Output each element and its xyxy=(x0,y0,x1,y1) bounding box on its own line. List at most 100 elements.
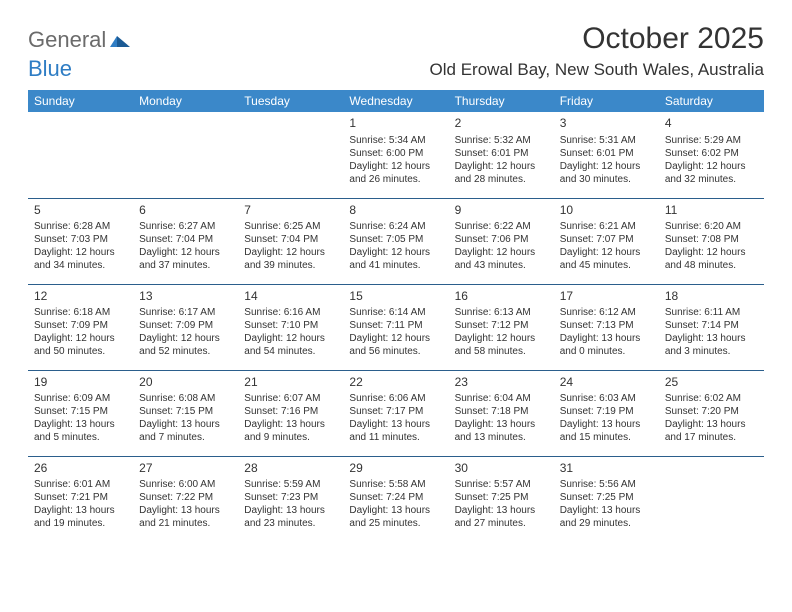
day-number: 3 xyxy=(560,116,653,132)
sunset-line: Sunset: 6:00 PM xyxy=(349,147,442,160)
calendar-day-cell: 25Sunrise: 6:02 AMSunset: 7:20 PMDayligh… xyxy=(659,370,764,456)
day-number: 13 xyxy=(139,289,232,305)
sunset-line: Sunset: 7:13 PM xyxy=(560,319,653,332)
calendar-day-cell: 10Sunrise: 6:21 AMSunset: 7:07 PMDayligh… xyxy=(554,198,659,284)
day-number: 16 xyxy=(455,289,548,305)
sunrise-line: Sunrise: 6:14 AM xyxy=(349,306,442,319)
calendar-day-cell: 6Sunrise: 6:27 AMSunset: 7:04 PMDaylight… xyxy=(133,198,238,284)
daylight-line: Daylight: 13 hours and 5 minutes. xyxy=(34,418,127,444)
header: GeneralBlue October 2025 Old Erowal Bay,… xyxy=(28,22,764,80)
day-number: 15 xyxy=(349,289,442,305)
calendar-day-cell: 21Sunrise: 6:07 AMSunset: 7:16 PMDayligh… xyxy=(238,370,343,456)
calendar-header-row: Sunday Monday Tuesday Wednesday Thursday… xyxy=(28,90,764,112)
month-title: October 2025 xyxy=(430,22,764,56)
day-number: 4 xyxy=(665,116,758,132)
calendar-table: Sunday Monday Tuesday Wednesday Thursday… xyxy=(28,90,764,542)
daylight-line: Daylight: 13 hours and 21 minutes. xyxy=(139,504,232,530)
day-number: 6 xyxy=(139,203,232,219)
calendar-day-cell: 28Sunrise: 5:59 AMSunset: 7:23 PMDayligh… xyxy=(238,456,343,542)
sunrise-line: Sunrise: 6:24 AM xyxy=(349,220,442,233)
day-number: 22 xyxy=(349,375,442,391)
day-header: Wednesday xyxy=(343,90,448,112)
daylight-line: Daylight: 13 hours and 27 minutes. xyxy=(455,504,548,530)
calendar-day-cell: 3Sunrise: 5:31 AMSunset: 6:01 PMDaylight… xyxy=(554,112,659,198)
day-number: 27 xyxy=(139,461,232,477)
daylight-line: Daylight: 12 hours and 58 minutes. xyxy=(455,332,548,358)
daylight-line: Daylight: 13 hours and 3 minutes. xyxy=(665,332,758,358)
day-header: Tuesday xyxy=(238,90,343,112)
sunset-line: Sunset: 7:05 PM xyxy=(349,233,442,246)
day-number: 28 xyxy=(244,461,337,477)
daylight-line: Daylight: 12 hours and 54 minutes. xyxy=(244,332,337,358)
day-header: Thursday xyxy=(449,90,554,112)
calendar-day-cell xyxy=(133,112,238,198)
sunset-line: Sunset: 7:09 PM xyxy=(34,319,127,332)
day-number: 5 xyxy=(34,203,127,219)
calendar-day-cell: 19Sunrise: 6:09 AMSunset: 7:15 PMDayligh… xyxy=(28,370,133,456)
day-number: 20 xyxy=(139,375,232,391)
daylight-line: Daylight: 12 hours and 48 minutes. xyxy=(665,246,758,272)
daylight-line: Daylight: 12 hours and 34 minutes. xyxy=(34,246,127,272)
day-number: 11 xyxy=(665,203,758,219)
sunset-line: Sunset: 7:07 PM xyxy=(560,233,653,246)
sunrise-line: Sunrise: 6:17 AM xyxy=(139,306,232,319)
sunset-line: Sunset: 7:10 PM xyxy=(244,319,337,332)
day-number: 29 xyxy=(349,461,442,477)
sunset-line: Sunset: 7:08 PM xyxy=(665,233,758,246)
calendar-day-cell: 17Sunrise: 6:12 AMSunset: 7:13 PMDayligh… xyxy=(554,284,659,370)
day-number: 21 xyxy=(244,375,337,391)
day-number: 8 xyxy=(349,203,442,219)
calendar-day-cell xyxy=(238,112,343,198)
sunrise-line: Sunrise: 5:31 AM xyxy=(560,134,653,147)
daylight-line: Daylight: 13 hours and 11 minutes. xyxy=(349,418,442,444)
day-number: 1 xyxy=(349,116,442,132)
calendar-day-cell: 18Sunrise: 6:11 AMSunset: 7:14 PMDayligh… xyxy=(659,284,764,370)
sunrise-line: Sunrise: 6:18 AM xyxy=(34,306,127,319)
calendar-day-cell: 13Sunrise: 6:17 AMSunset: 7:09 PMDayligh… xyxy=(133,284,238,370)
calendar-page: GeneralBlue October 2025 Old Erowal Bay,… xyxy=(0,0,792,542)
day-header: Friday xyxy=(554,90,659,112)
day-number: 23 xyxy=(455,375,548,391)
sunrise-line: Sunrise: 6:22 AM xyxy=(455,220,548,233)
sunset-line: Sunset: 7:19 PM xyxy=(560,405,653,418)
sunset-line: Sunset: 7:15 PM xyxy=(139,405,232,418)
daylight-line: Daylight: 12 hours and 39 minutes. xyxy=(244,246,337,272)
calendar-day-cell: 16Sunrise: 6:13 AMSunset: 7:12 PMDayligh… xyxy=(449,284,554,370)
sunrise-line: Sunrise: 6:13 AM xyxy=(455,306,548,319)
sunrise-line: Sunrise: 6:00 AM xyxy=(139,478,232,491)
day-number: 10 xyxy=(560,203,653,219)
daylight-line: Daylight: 13 hours and 0 minutes. xyxy=(560,332,653,358)
day-number: 31 xyxy=(560,461,653,477)
calendar-week-row: 19Sunrise: 6:09 AMSunset: 7:15 PMDayligh… xyxy=(28,370,764,456)
sunrise-line: Sunrise: 6:09 AM xyxy=(34,392,127,405)
daylight-line: Daylight: 13 hours and 23 minutes. xyxy=(244,504,337,530)
calendar-day-cell: 9Sunrise: 6:22 AMSunset: 7:06 PMDaylight… xyxy=(449,198,554,284)
day-number: 25 xyxy=(665,375,758,391)
sunset-line: Sunset: 7:11 PM xyxy=(349,319,442,332)
day-number: 2 xyxy=(455,116,548,132)
daylight-line: Daylight: 13 hours and 29 minutes. xyxy=(560,504,653,530)
sunset-line: Sunset: 7:20 PM xyxy=(665,405,758,418)
calendar-day-cell: 2Sunrise: 5:32 AMSunset: 6:01 PMDaylight… xyxy=(449,112,554,198)
day-number: 24 xyxy=(560,375,653,391)
daylight-line: Daylight: 12 hours and 41 minutes. xyxy=(349,246,442,272)
sunrise-line: Sunrise: 6:16 AM xyxy=(244,306,337,319)
daylight-line: Daylight: 13 hours and 15 minutes. xyxy=(560,418,653,444)
daylight-line: Daylight: 13 hours and 17 minutes. xyxy=(665,418,758,444)
sunset-line: Sunset: 7:24 PM xyxy=(349,491,442,504)
sunrise-line: Sunrise: 6:20 AM xyxy=(665,220,758,233)
sunset-line: Sunset: 7:25 PM xyxy=(455,491,548,504)
day-number: 18 xyxy=(665,289,758,305)
sunrise-line: Sunrise: 6:11 AM xyxy=(665,306,758,319)
calendar-day-cell: 22Sunrise: 6:06 AMSunset: 7:17 PMDayligh… xyxy=(343,370,448,456)
daylight-line: Daylight: 12 hours and 50 minutes. xyxy=(34,332,127,358)
calendar-day-cell: 5Sunrise: 6:28 AMSunset: 7:03 PMDaylight… xyxy=(28,198,133,284)
sunrise-line: Sunrise: 6:02 AM xyxy=(665,392,758,405)
sunrise-line: Sunrise: 6:01 AM xyxy=(34,478,127,491)
sunset-line: Sunset: 7:22 PM xyxy=(139,491,232,504)
day-number: 30 xyxy=(455,461,548,477)
location-subtitle: Old Erowal Bay, New South Wales, Austral… xyxy=(430,60,764,80)
sunrise-line: Sunrise: 5:32 AM xyxy=(455,134,548,147)
calendar-day-cell xyxy=(659,456,764,542)
sunrise-line: Sunrise: 6:21 AM xyxy=(560,220,653,233)
